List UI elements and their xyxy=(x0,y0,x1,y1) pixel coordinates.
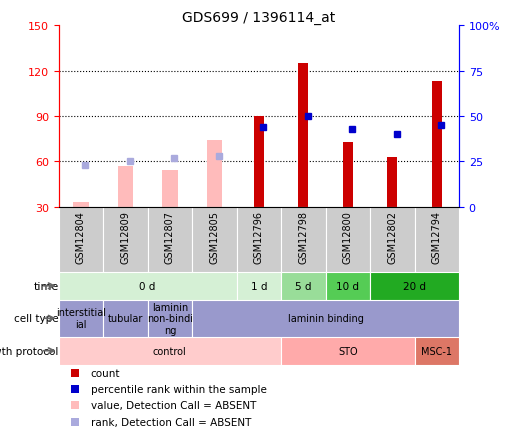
Text: 0 d: 0 d xyxy=(139,281,155,291)
Bar xyxy=(59,272,236,300)
Text: percentile rank within the sample: percentile rank within the sample xyxy=(91,384,266,394)
Text: 5 d: 5 d xyxy=(295,281,311,291)
Bar xyxy=(280,272,325,300)
Bar xyxy=(73,203,89,207)
Bar xyxy=(370,272,458,300)
Text: GSM12809: GSM12809 xyxy=(120,210,130,263)
Bar xyxy=(414,337,458,365)
Text: cell type: cell type xyxy=(14,313,59,323)
Text: GSM12802: GSM12802 xyxy=(386,210,397,263)
Text: GSM12804: GSM12804 xyxy=(76,210,86,263)
Text: rank, Detection Call = ABSENT: rank, Detection Call = ABSENT xyxy=(91,417,250,427)
Bar xyxy=(147,207,192,272)
Text: control: control xyxy=(153,346,186,356)
Bar xyxy=(342,142,352,207)
Text: tubular: tubular xyxy=(107,313,143,323)
Bar xyxy=(386,158,397,207)
Bar xyxy=(236,207,280,272)
Bar xyxy=(236,272,280,300)
Bar xyxy=(325,272,370,300)
Text: GSM12794: GSM12794 xyxy=(431,210,441,263)
Bar xyxy=(103,300,147,337)
Bar xyxy=(298,64,308,207)
Text: time: time xyxy=(33,281,59,291)
Text: GSM12798: GSM12798 xyxy=(298,210,308,263)
Bar xyxy=(431,82,441,207)
Bar xyxy=(59,207,103,272)
Bar xyxy=(280,337,414,365)
Bar xyxy=(147,300,192,337)
Bar xyxy=(370,207,414,272)
Text: GSM12800: GSM12800 xyxy=(342,210,352,263)
Text: laminin binding: laminin binding xyxy=(287,313,363,323)
Bar xyxy=(325,207,370,272)
Text: 1 d: 1 d xyxy=(250,281,267,291)
Text: 20 d: 20 d xyxy=(402,281,425,291)
Text: laminin
non-bindi
ng: laminin non-bindi ng xyxy=(147,302,192,335)
Bar xyxy=(253,117,263,207)
Text: GSM12796: GSM12796 xyxy=(253,210,263,263)
Bar xyxy=(280,207,325,272)
Title: GDS699 / 1396114_at: GDS699 / 1396114_at xyxy=(182,11,335,25)
Text: value, Detection Call = ABSENT: value, Detection Call = ABSENT xyxy=(91,401,256,411)
Text: interstitial
ial: interstitial ial xyxy=(56,308,106,329)
Bar xyxy=(59,300,103,337)
Text: MSC-1: MSC-1 xyxy=(420,346,451,356)
Bar xyxy=(59,337,280,365)
Text: STO: STO xyxy=(337,346,357,356)
Text: GSM12807: GSM12807 xyxy=(164,210,175,263)
Text: count: count xyxy=(91,368,120,378)
Bar xyxy=(414,207,458,272)
Bar xyxy=(206,141,222,207)
Text: GSM12805: GSM12805 xyxy=(209,210,219,263)
Bar xyxy=(192,207,236,272)
Bar xyxy=(162,171,177,207)
Text: growth protocol: growth protocol xyxy=(0,346,59,356)
Text: 10 d: 10 d xyxy=(335,281,358,291)
Bar xyxy=(103,207,147,272)
Bar xyxy=(118,167,133,207)
Bar xyxy=(192,300,458,337)
